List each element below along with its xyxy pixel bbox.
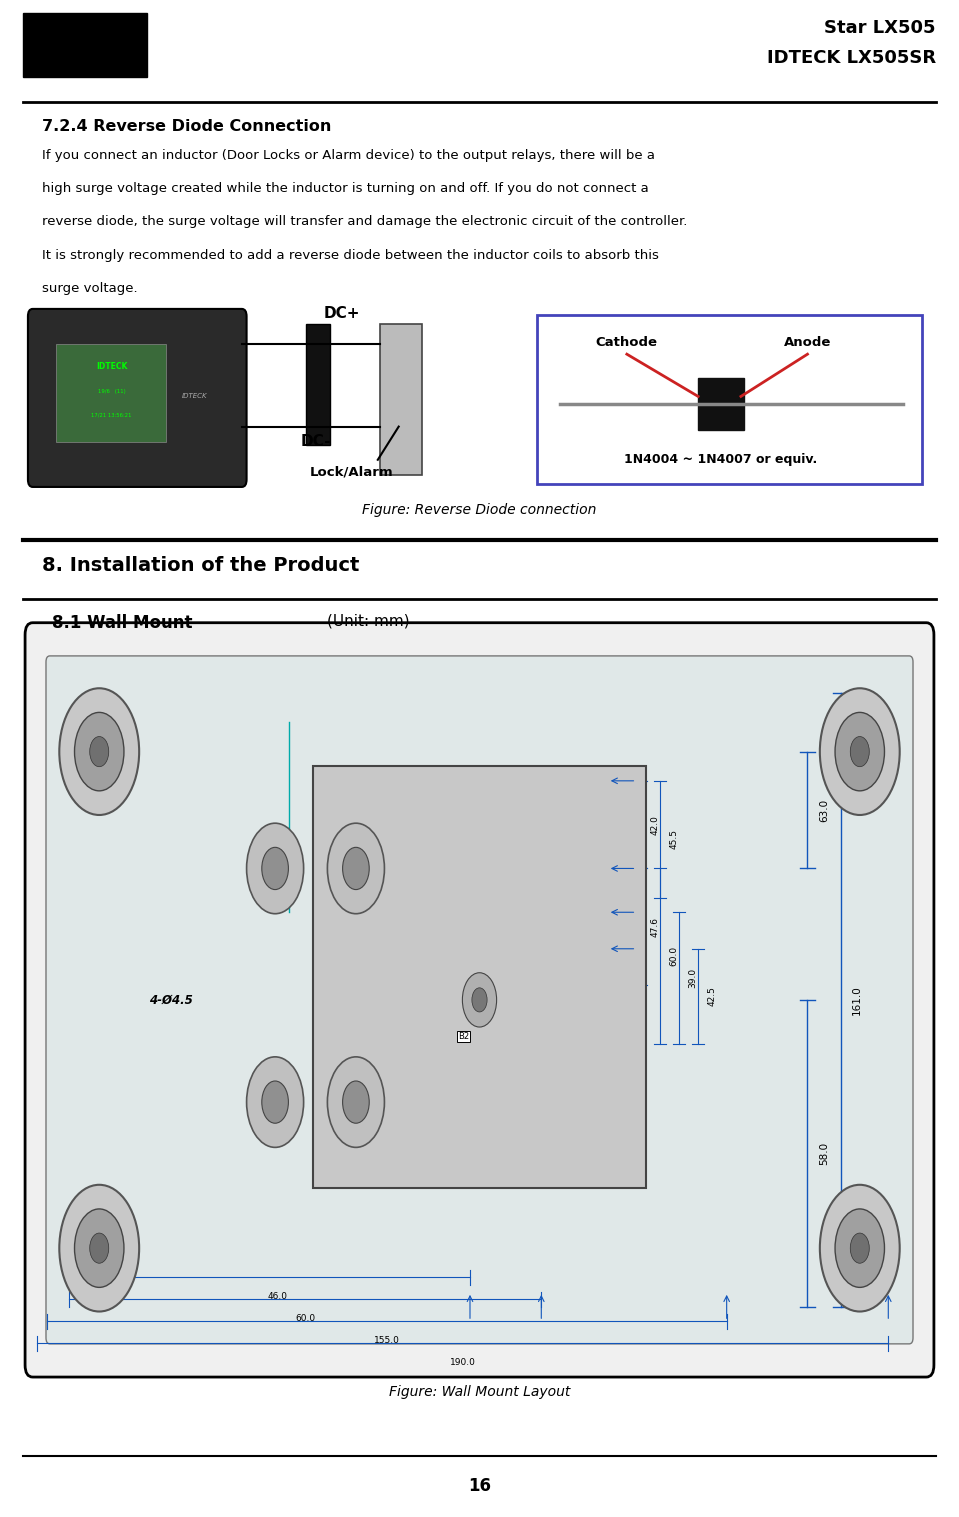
Text: surge voltage.: surge voltage. xyxy=(42,282,138,294)
Circle shape xyxy=(59,689,139,815)
FancyBboxPatch shape xyxy=(380,325,423,475)
Text: IDTECK LX505SR: IDTECK LX505SR xyxy=(766,50,936,67)
Text: 1N4004 ~ 1N4007 or equiv.: 1N4004 ~ 1N4007 or equiv. xyxy=(624,454,818,466)
Circle shape xyxy=(90,737,108,766)
FancyBboxPatch shape xyxy=(28,309,246,487)
Circle shape xyxy=(246,824,304,913)
Text: (Unit: mm): (Unit: mm) xyxy=(327,614,410,628)
Text: 7.2.4 Reverse Diode Connection: 7.2.4 Reverse Diode Connection xyxy=(42,118,332,133)
Text: 60.0: 60.0 xyxy=(295,1314,316,1323)
FancyBboxPatch shape xyxy=(698,378,744,429)
Circle shape xyxy=(342,848,369,889)
FancyBboxPatch shape xyxy=(25,622,934,1377)
Text: Lock/Alarm: Lock/Alarm xyxy=(310,466,393,478)
Text: 45.5: 45.5 xyxy=(669,830,679,850)
Text: 60.0: 60.0 xyxy=(669,947,679,966)
Text: 19/6   (11): 19/6 (11) xyxy=(98,390,126,394)
Text: 46.0: 46.0 xyxy=(268,1292,288,1302)
Text: 39.0: 39.0 xyxy=(689,968,697,988)
Text: 42.5: 42.5 xyxy=(708,986,716,1006)
Text: Cathode: Cathode xyxy=(596,335,658,349)
Text: 47.6: 47.6 xyxy=(650,916,660,938)
Circle shape xyxy=(90,1233,108,1264)
Circle shape xyxy=(851,1233,869,1264)
Circle shape xyxy=(262,848,289,889)
Text: reverse diode, the surge voltage will transfer and damage the electronic circuit: reverse diode, the surge voltage will tr… xyxy=(42,215,688,229)
Text: 4-Ø4.5: 4-Ø4.5 xyxy=(149,994,193,1006)
Text: DC-: DC- xyxy=(301,434,331,449)
FancyBboxPatch shape xyxy=(57,344,166,441)
Text: Figure: Reverse Diode connection: Figure: Reverse Diode connection xyxy=(363,502,596,517)
FancyBboxPatch shape xyxy=(536,316,922,484)
Text: 16: 16 xyxy=(468,1476,491,1494)
Text: high surge voltage created while the inductor is turning on and off. If you do n: high surge voltage created while the ind… xyxy=(42,182,649,196)
Circle shape xyxy=(327,1057,385,1147)
FancyBboxPatch shape xyxy=(306,325,330,444)
Circle shape xyxy=(246,1057,304,1147)
Text: If you connect an inductor (Door Locks or Alarm device) to the output relays, th: If you connect an inductor (Door Locks o… xyxy=(42,149,655,162)
FancyBboxPatch shape xyxy=(46,655,913,1344)
Circle shape xyxy=(262,1082,289,1123)
Circle shape xyxy=(75,1209,124,1288)
Circle shape xyxy=(835,713,884,790)
Text: 42.0: 42.0 xyxy=(650,815,660,834)
Text: 8. Installation of the Product: 8. Installation of the Product xyxy=(42,557,360,575)
Text: IDTECK: IDTECK xyxy=(36,33,133,58)
Circle shape xyxy=(342,1082,369,1123)
Text: 8.1 Wall Mount: 8.1 Wall Mount xyxy=(52,614,192,631)
Text: 17/21 13:56:21: 17/21 13:56:21 xyxy=(91,413,131,417)
Text: B2: B2 xyxy=(457,1032,469,1041)
Circle shape xyxy=(820,689,900,815)
Circle shape xyxy=(59,1185,139,1312)
Text: It is strongly recommended to add a reverse diode between the inductor coils to : It is strongly recommended to add a reve… xyxy=(42,249,659,261)
Text: DC+: DC+ xyxy=(323,306,360,322)
Text: 63.0: 63.0 xyxy=(819,798,829,822)
Text: 155.0: 155.0 xyxy=(374,1336,400,1346)
Text: IDTECK: IDTECK xyxy=(96,361,128,370)
Text: Figure: Wall Mount Layout: Figure: Wall Mount Layout xyxy=(388,1385,571,1399)
Circle shape xyxy=(851,737,869,766)
FancyBboxPatch shape xyxy=(314,766,645,1188)
Circle shape xyxy=(472,988,487,1012)
Circle shape xyxy=(820,1185,900,1312)
Circle shape xyxy=(462,972,497,1027)
Text: IDTECK: IDTECK xyxy=(181,393,207,399)
Text: 161.0: 161.0 xyxy=(853,985,862,1015)
Circle shape xyxy=(835,1209,884,1288)
Text: Anode: Anode xyxy=(784,335,831,349)
Circle shape xyxy=(75,713,124,790)
Text: 58.0: 58.0 xyxy=(819,1142,829,1165)
Text: 190.0: 190.0 xyxy=(450,1358,476,1367)
Circle shape xyxy=(327,824,385,913)
Text: Star LX505: Star LX505 xyxy=(825,20,936,38)
FancyBboxPatch shape xyxy=(23,14,147,76)
